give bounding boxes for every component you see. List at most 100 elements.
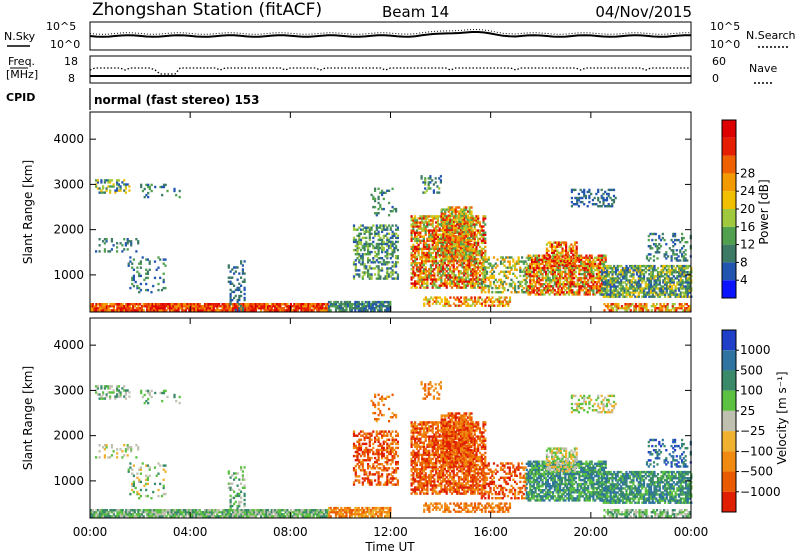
- data-cell: [524, 278, 527, 282]
- data-cell: [424, 262, 427, 265]
- data-cell: [355, 303, 359, 306]
- data-cell: [422, 255, 425, 259]
- data-cell: [443, 223, 446, 226]
- data-cell: [377, 207, 380, 211]
- date-label: 04/Nov/2015: [595, 3, 692, 21]
- data-cell: [671, 269, 674, 272]
- data-cell: [146, 305, 149, 308]
- data-cell: [184, 307, 187, 310]
- data-cell: [358, 275, 361, 278]
- data-cell: [602, 203, 605, 206]
- data-cell: [117, 183, 120, 186]
- data-cell: [604, 279, 607, 282]
- data-cell: [501, 284, 504, 288]
- data-cell: [126, 183, 129, 186]
- data-cell: [475, 278, 478, 281]
- data-cell: [672, 253, 675, 256]
- data-cell: [386, 189, 389, 192]
- data-cell: [435, 221, 438, 224]
- data-cell: [428, 243, 431, 247]
- data-cell: [597, 291, 600, 294]
- data-cell: [145, 183, 148, 187]
- data-cell: [614, 279, 618, 282]
- data-cell: [501, 256, 504, 259]
- data-cell: [470, 228, 473, 232]
- data-cell: [570, 249, 573, 252]
- data-cell: [456, 266, 459, 269]
- data-cell: [651, 285, 654, 288]
- data-cell: [146, 303, 149, 306]
- data-cell: [136, 286, 139, 290]
- data-cell: [588, 262, 591, 266]
- data-cell: [444, 230, 447, 234]
- data-cell: [246, 305, 249, 308]
- data-cell: [639, 269, 642, 272]
- data-cell: [466, 259, 470, 262]
- data-cell: [641, 264, 644, 268]
- data-cell: [431, 280, 434, 283]
- data-cell: [377, 230, 380, 233]
- data-cell: [431, 225, 434, 228]
- data-cell: [238, 272, 241, 275]
- data-cell: [482, 300, 485, 303]
- power-marks: [90, 175, 693, 312]
- data-cell: [449, 212, 452, 215]
- data-cell: [527, 264, 530, 268]
- data-cell: [386, 232, 389, 235]
- data-cell: [614, 273, 618, 276]
- data-cell: [458, 259, 461, 262]
- data-cell: [238, 303, 241, 306]
- data-cell: [687, 309, 690, 312]
- data-cell: [298, 303, 301, 306]
- data-cell: [193, 305, 196, 308]
- data-cell: [350, 305, 353, 308]
- data-cell: [656, 249, 659, 252]
- data-cell: [549, 263, 552, 267]
- data-cell: [156, 309, 159, 312]
- data-cell: [417, 239, 420, 242]
- data-cell: [436, 225, 439, 228]
- data-cell: [606, 279, 609, 282]
- data-cell: [477, 257, 480, 261]
- data-cell: [396, 226, 399, 229]
- data-cell: [592, 279, 595, 282]
- data-cell: [597, 198, 600, 202]
- data-cell: [91, 509, 94, 512]
- data-cell: [232, 309, 235, 312]
- data-cell: [508, 256, 511, 259]
- data-cell: [417, 262, 420, 265]
- data-cell: [372, 259, 375, 262]
- data-cell: [475, 243, 478, 247]
- data-cell: [181, 309, 184, 312]
- data-cell: [558, 245, 561, 248]
- data-cell: [475, 272, 478, 275]
- data-cell: [674, 257, 677, 260]
- data-cell: [422, 286, 425, 289]
- data-cell: [454, 278, 457, 281]
- data-cell: [160, 288, 164, 292]
- data-cell: [422, 223, 425, 226]
- data-cell: [564, 272, 567, 276]
- data-cell: [466, 249, 470, 252]
- data-cell: [240, 294, 243, 298]
- data-cell: [564, 268, 567, 272]
- data-cell: [508, 270, 511, 273]
- data-cell: [428, 223, 431, 226]
- data-cell: [424, 227, 427, 230]
- data-cell: [679, 287, 682, 290]
- data-cell: [635, 273, 639, 276]
- data-cell: [588, 289, 591, 292]
- data-cell: [674, 234, 677, 238]
- data-cell: [463, 298, 466, 301]
- data-cell: [578, 268, 581, 272]
- data-cell: [435, 302, 438, 305]
- data-cell: [375, 226, 378, 229]
- data-cell: [352, 248, 356, 252]
- data-cell: [489, 276, 492, 280]
- data-cell: [365, 265, 368, 268]
- data-cell: [447, 214, 450, 217]
- data-cell: [377, 309, 380, 312]
- data-cell: [375, 307, 378, 310]
- data-cell: [674, 285, 677, 288]
- data-cell: [555, 281, 558, 284]
